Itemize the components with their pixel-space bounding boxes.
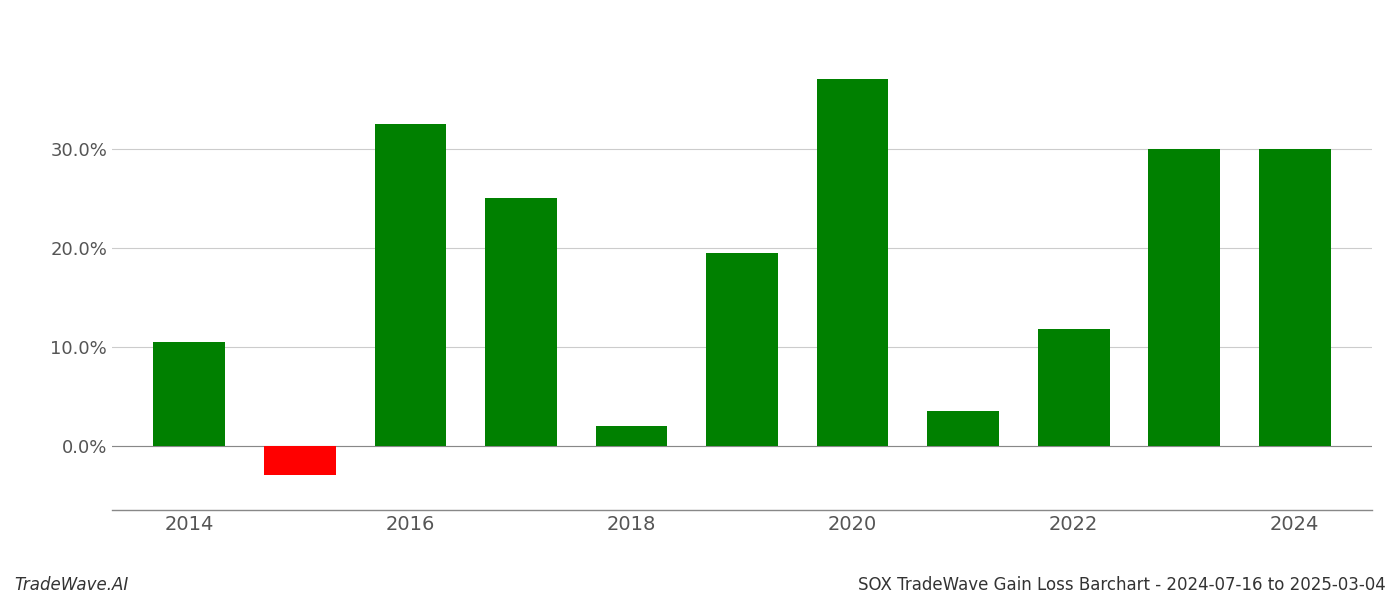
Bar <box>1148 149 1219 446</box>
Bar <box>265 446 336 475</box>
Bar <box>927 411 1000 446</box>
Text: SOX TradeWave Gain Loss Barchart - 2024-07-16 to 2025-03-04: SOX TradeWave Gain Loss Barchart - 2024-… <box>858 576 1386 594</box>
Text: TradeWave.AI: TradeWave.AI <box>14 576 129 594</box>
Bar <box>595 426 668 446</box>
Bar <box>375 124 447 446</box>
Bar <box>706 253 778 446</box>
Bar <box>1037 329 1110 446</box>
Bar <box>816 79 889 446</box>
Bar <box>1259 149 1330 446</box>
Bar <box>154 342 225 446</box>
Bar <box>484 198 557 446</box>
